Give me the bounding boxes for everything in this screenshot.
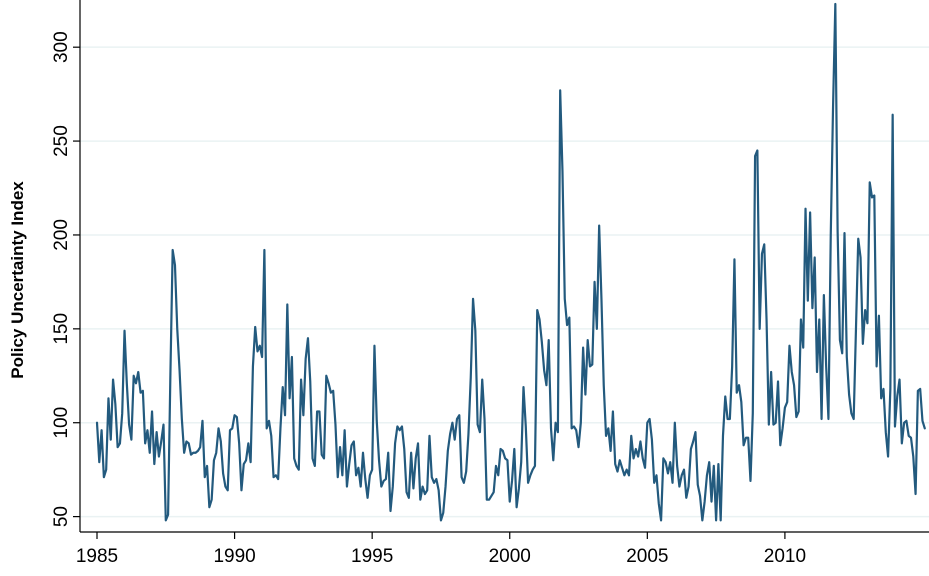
- x-tick-label: 2010: [764, 546, 806, 567]
- x-tick-label: 1985: [76, 546, 118, 567]
- y-tick-label: 100: [51, 407, 72, 439]
- y-axis-title: Policy Uncertainty Index: [8, 181, 27, 379]
- series-line-policy-uncertainty: [95, 2, 926, 522]
- x-tick-label: 2005: [626, 546, 668, 567]
- x-tick-label: 2000: [489, 546, 531, 567]
- y-axis: 50 100 150 200 250 300: [51, 0, 81, 532]
- x-tick-label: 1990: [213, 546, 255, 567]
- y-tick-label: 150: [51, 313, 72, 345]
- series-group: [95, 2, 926, 522]
- x-axis: 1985 1990 1995 2000 2005 2010: [76, 531, 929, 567]
- y-tick-label: 250: [51, 125, 72, 157]
- y-tick-label: 300: [51, 31, 72, 63]
- y-tick-label: 50: [51, 506, 72, 527]
- grid-lines: [80, 46, 929, 518]
- y-tick-label: 200: [51, 219, 72, 251]
- x-tick-label: 1995: [351, 546, 393, 567]
